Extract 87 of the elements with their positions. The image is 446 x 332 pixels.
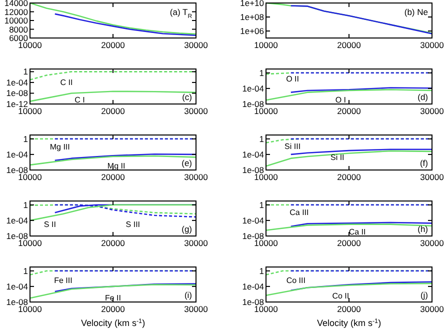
y-tick-label: 1e-04 [242, 215, 264, 226]
y-tick-label: 1e-08 [242, 231, 264, 241]
line-series [290, 5, 433, 34]
text: (c) [182, 92, 192, 102]
annotation: C I [74, 95, 85, 104]
y-tick-label: 1 [259, 68, 264, 78]
x-tick-label: 20000 [101, 304, 126, 314]
x-tick-label: 20000 [337, 238, 362, 248]
annotation: Si II [330, 153, 344, 162]
line-series [54, 204, 197, 218]
y-tick-label: 8000 [9, 24, 28, 34]
x-axis-title: Velocity (km s$^{-1}$) [80, 318, 146, 328]
text: (f) [420, 158, 428, 168]
y-tick-label: 1e+06 [240, 26, 264, 36]
x-tick-label: 30000 [184, 40, 208, 50]
annotation: Ca II [348, 227, 366, 236]
annotation: S III [126, 220, 140, 229]
annotation: O I [335, 95, 346, 104]
x-tick-label: 20000 [337, 106, 362, 116]
y-tick-label: 1e-08 [6, 231, 28, 241]
text: (d) [418, 92, 428, 102]
line-series [29, 284, 197, 299]
y-tick-label: 6000 [9, 33, 28, 43]
y-tick-label: 12000 [4, 6, 28, 17]
annotation: C II [60, 78, 73, 87]
line-series [29, 90, 197, 102]
x-tick-label: 20000 [337, 304, 362, 314]
y-tick-label: 10000 [4, 16, 28, 26]
y-tick-label: 1 [259, 134, 264, 144]
y-tick-label: 1e-04 [6, 77, 28, 88]
y-tick-label: 1e-08 [242, 99, 264, 109]
line-series [265, 88, 433, 101]
x-tick-label: 20000 [101, 106, 126, 116]
annotation: Co III [286, 276, 306, 285]
y-tick-label: 1e+08 [240, 12, 264, 22]
y-tick-label: 1e-08 [6, 165, 28, 175]
x-tick-label: 30000 [420, 106, 444, 116]
y-tick-label: 1e-04 [6, 215, 28, 226]
x-axis-title: Velocity (km s$^{-1}$) [316, 318, 382, 328]
y-tick-label: 1e-04 [242, 281, 264, 292]
y-tick-label: 1 [259, 200, 264, 210]
x-tick-label: 30000 [420, 238, 444, 248]
text: (h) [418, 224, 428, 234]
line-series [29, 2, 197, 35]
x-tick-label: 20000 [337, 172, 362, 182]
text: (i) [184, 290, 192, 300]
y-tick-label: 1 [23, 134, 28, 144]
annotation: Fe III [54, 276, 72, 285]
text: (e) [182, 158, 192, 168]
y-tick-label: 1e-08 [242, 165, 264, 175]
text: (g) [182, 224, 192, 234]
annotation: Co II [332, 292, 350, 300]
y-tick-label: 1e-04 [6, 281, 28, 292]
x-tick-label: 30000 [184, 304, 208, 314]
x-tick-label: 30000 [420, 40, 444, 50]
y-tick-label: 1e-08 [6, 88, 28, 98]
x-tick-label: 30000 [420, 172, 444, 182]
y-tick-label: 1e-12 [6, 99, 28, 109]
y-tick-label: 14000 [4, 0, 28, 8]
y-tick-label: 1e-04 [242, 149, 264, 160]
x-tick-label: 20000 [101, 172, 126, 182]
y-tick-label: 1e-08 [242, 297, 264, 307]
x-tick-label: 20000 [337, 40, 362, 50]
text: (b) Ne [404, 7, 428, 17]
annotation: Ca III [290, 208, 309, 217]
text: (a) T$_{R}$ [170, 7, 193, 20]
y-tick-label: 1e+10 [240, 0, 264, 8]
y-tick-label: 1e-08 [6, 297, 28, 307]
text: (j) [420, 290, 428, 300]
x-tick-label: 30000 [420, 304, 444, 314]
annotation: Si III [284, 142, 301, 151]
annotation: S II [44, 220, 56, 229]
y-tick-label: 1 [259, 266, 264, 276]
x-tick-label: 30000 [184, 238, 208, 248]
annotation: Mg III [50, 142, 70, 152]
y-tick-label: 1 [23, 66, 28, 77]
x-tick-label: 30000 [184, 106, 208, 116]
y-tick-label: 1e-04 [6, 149, 28, 160]
line-series [265, 150, 433, 167]
y-tick-label: 1 [23, 200, 28, 210]
x-tick-label: 30000 [184, 172, 208, 182]
annotation: O II [286, 74, 300, 84]
y-tick-label: 1 [23, 266, 28, 276]
y-tick-label: 1e-04 [242, 83, 264, 94]
x-tick-label: 20000 [101, 238, 126, 248]
line-series [29, 204, 197, 222]
x-tick-label: 20000 [101, 40, 126, 50]
